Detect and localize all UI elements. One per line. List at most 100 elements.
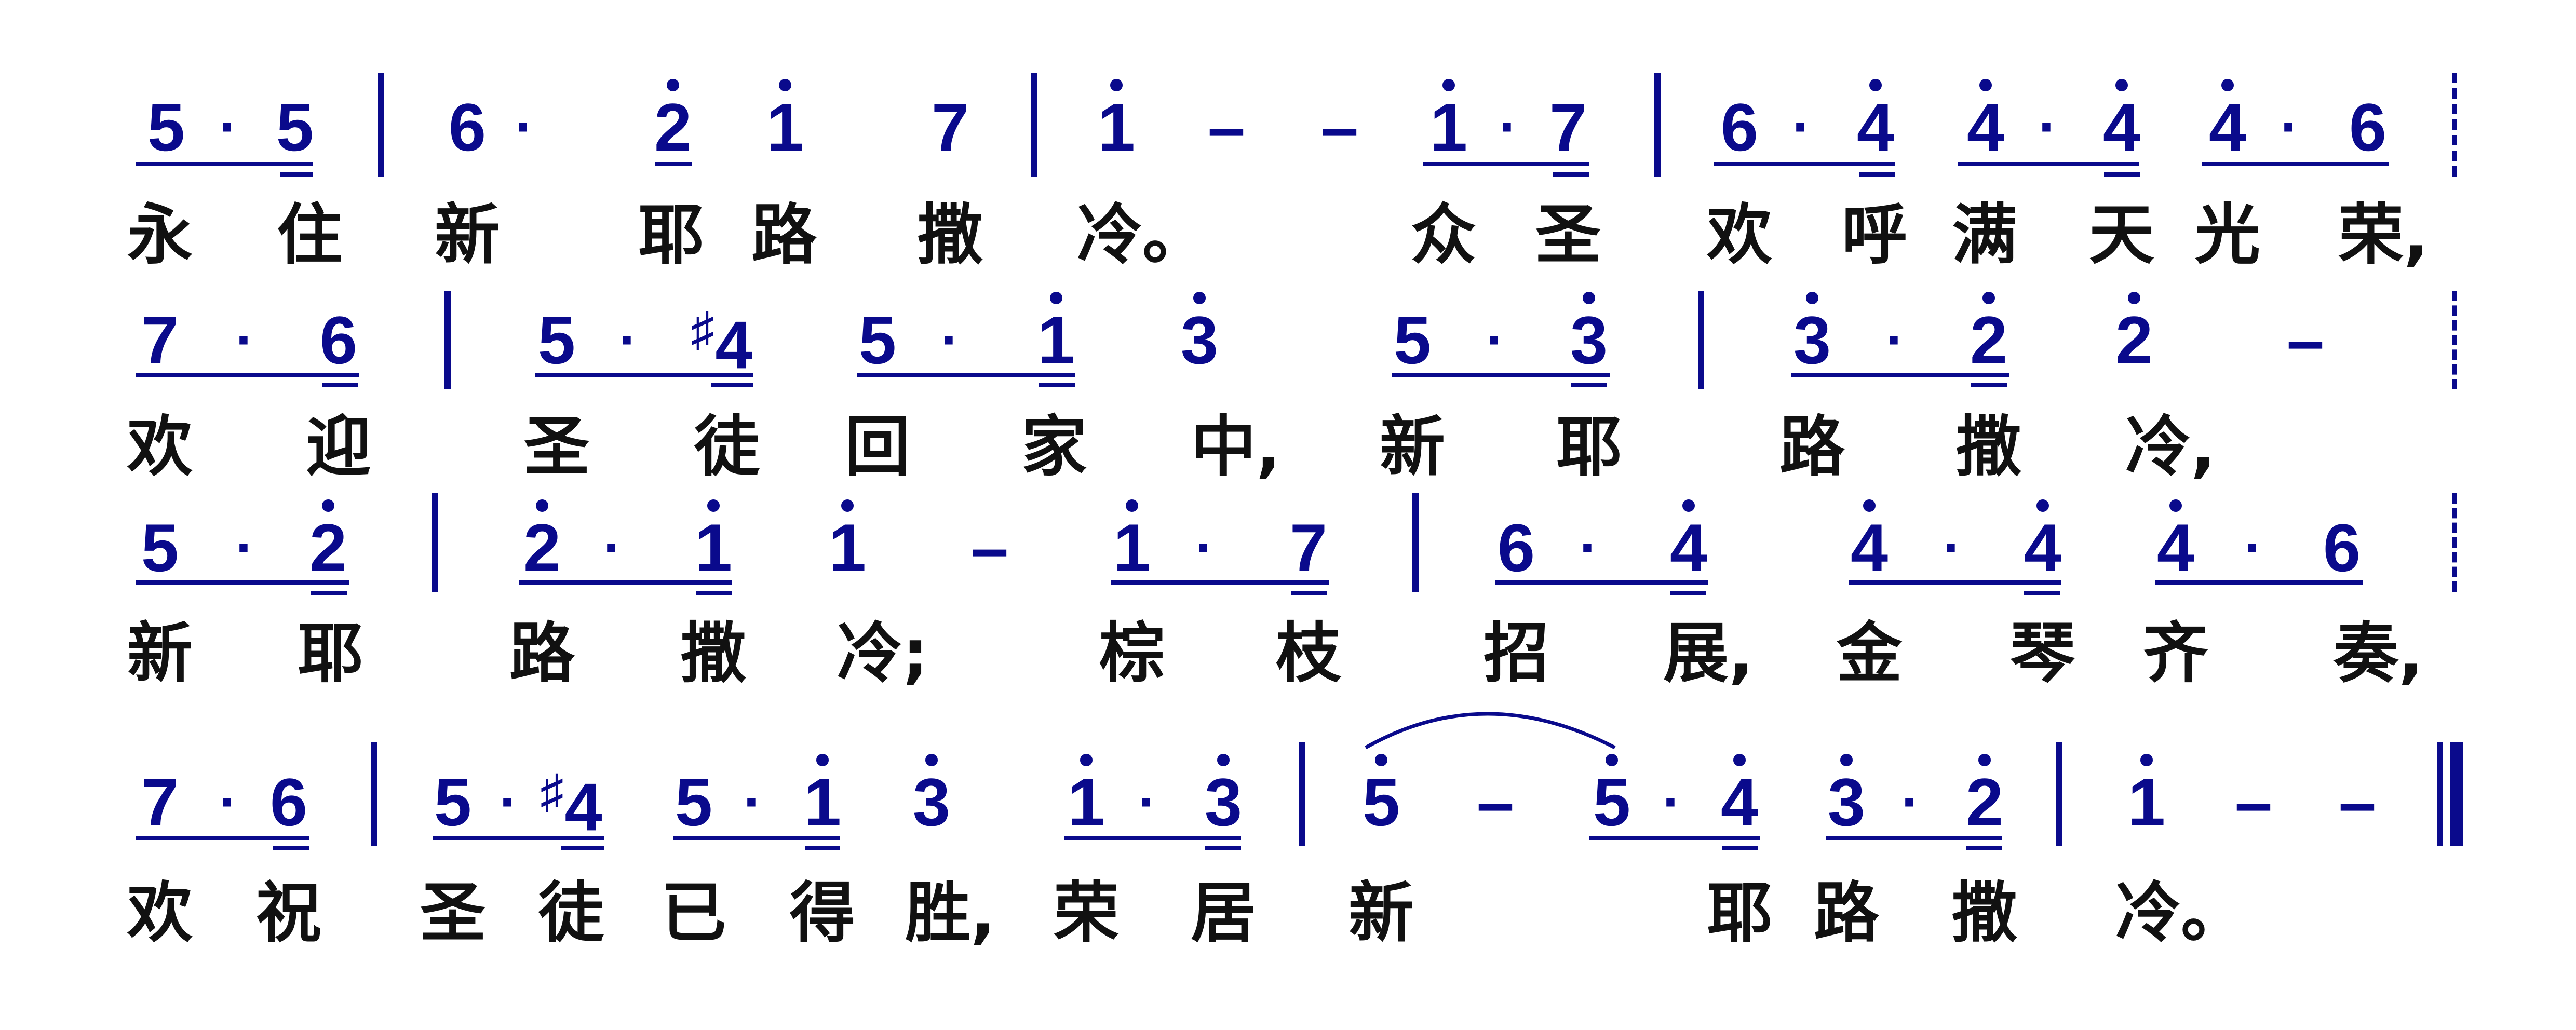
note: 3 xyxy=(1827,764,1866,840)
lyric: 路 xyxy=(1779,409,1845,485)
note: 4 xyxy=(2102,89,2141,165)
lyric: 光 xyxy=(2195,197,2260,273)
lyric: 新 xyxy=(1380,409,1445,485)
beat-underline xyxy=(1791,373,2009,377)
rhythm-dot: · xyxy=(1662,770,1682,834)
beat-underline xyxy=(136,836,309,840)
dashed-barline xyxy=(2452,73,2462,177)
lyric: 荣, xyxy=(2338,197,2429,273)
rhythm-dot: · xyxy=(1885,308,1905,372)
note: 1 xyxy=(1429,89,1468,165)
octave-dot xyxy=(1583,292,1595,304)
note: 1 xyxy=(803,764,842,840)
beat-underline xyxy=(561,846,604,850)
lyric: 住 xyxy=(277,197,342,273)
beat-underline xyxy=(1291,591,1327,595)
lyric: 徒 xyxy=(694,409,760,485)
note: 5 xyxy=(141,510,179,586)
rhythm-dot: · xyxy=(2038,95,2058,159)
beat-underline xyxy=(1958,162,2139,166)
octave-dot xyxy=(1193,292,1206,304)
octave-dot xyxy=(1806,292,1818,304)
note: 2 xyxy=(1970,302,2008,378)
sharp-sign: ♯ xyxy=(691,304,714,356)
beat-underline xyxy=(1971,383,2007,387)
rhythm-dot: · xyxy=(1901,770,1921,834)
note: 1 xyxy=(766,89,804,165)
lyric: 冷。 xyxy=(1077,197,1208,273)
lyric: 已 xyxy=(661,875,726,951)
note: 4 xyxy=(1966,89,2005,165)
barline xyxy=(1654,73,1661,177)
beat-underline xyxy=(1423,162,1589,166)
rhythm-dot: · xyxy=(1579,516,1599,579)
beat-underline xyxy=(696,591,732,595)
lyric: 路 xyxy=(1814,875,1879,951)
note: 1 xyxy=(2127,764,2166,840)
barline xyxy=(444,291,451,389)
rhythm-dot: · xyxy=(1499,95,1518,159)
octave-dot xyxy=(1442,79,1455,91)
note: 1 xyxy=(1113,510,1151,586)
note: 6 xyxy=(1720,89,1759,165)
lyric: 冷, xyxy=(2125,409,2216,485)
beat-underline xyxy=(1966,846,2002,850)
rhythm-dot: · xyxy=(2280,95,2300,159)
note: 4 xyxy=(2156,510,2195,586)
lyric: 撒 xyxy=(1956,409,2021,485)
beat-underline xyxy=(433,836,604,840)
beat-underline xyxy=(280,172,313,177)
octave-dot xyxy=(707,499,720,512)
note: 4 xyxy=(1856,89,1895,165)
note: 3 xyxy=(1180,302,1219,378)
beat-underline xyxy=(136,580,349,585)
dash: – xyxy=(2338,764,2377,840)
beat-underline xyxy=(535,373,753,377)
octave-dot xyxy=(2115,79,2128,91)
lyric: 欢 xyxy=(127,409,193,485)
slur xyxy=(1365,712,1616,750)
note: 2 xyxy=(2115,302,2153,378)
octave-dot xyxy=(1863,499,1876,512)
lyric: 枝 xyxy=(1276,615,1341,692)
note: 6 xyxy=(448,89,487,165)
sharp-sign: ♯ xyxy=(540,766,564,818)
beat-underline xyxy=(857,373,1075,377)
octave-dot xyxy=(1682,499,1695,512)
lyric: 耶 xyxy=(1556,409,1622,485)
octave-dot xyxy=(1982,292,1995,304)
lyric: 撒 xyxy=(918,197,983,273)
lyric: 荣 xyxy=(1054,875,1119,951)
octave-dot xyxy=(1126,499,1138,512)
octave-dot xyxy=(2221,79,2234,91)
lyric: 琴 xyxy=(2010,615,2075,692)
lyric: 呼 xyxy=(1842,197,1907,273)
octave-dot xyxy=(1050,292,1062,304)
note: 4 xyxy=(2208,89,2247,165)
lyric: 满 xyxy=(1952,197,2017,273)
note: 1 xyxy=(1097,89,1136,165)
rhythm-dot: · xyxy=(603,516,623,579)
lyric: 圣 xyxy=(524,409,589,485)
rhythm-dot: · xyxy=(219,770,238,834)
lyric: 众 xyxy=(1411,197,1476,273)
barline xyxy=(2056,742,2062,846)
note: 6 xyxy=(269,764,308,840)
beat-underline xyxy=(1111,580,1329,585)
lyric: 耶 xyxy=(638,197,704,273)
lyric: 金 xyxy=(1837,615,1902,692)
octave-dot xyxy=(536,499,548,512)
lyric: 展, xyxy=(1663,615,1754,692)
beat-underline xyxy=(2202,162,2389,166)
beat-underline xyxy=(1205,846,1241,850)
note: 4 xyxy=(2024,510,2062,586)
lyric: 家 xyxy=(1021,409,1087,485)
octave-dot xyxy=(1869,79,1882,91)
octave-dot xyxy=(1840,754,1853,766)
note: 7 xyxy=(141,302,179,378)
lyric: 徒 xyxy=(538,875,604,951)
beat-underline xyxy=(1392,373,1610,377)
note: 2 xyxy=(309,510,347,586)
rhythm-dot: · xyxy=(1943,516,1962,579)
octave-dot xyxy=(2140,754,2153,766)
